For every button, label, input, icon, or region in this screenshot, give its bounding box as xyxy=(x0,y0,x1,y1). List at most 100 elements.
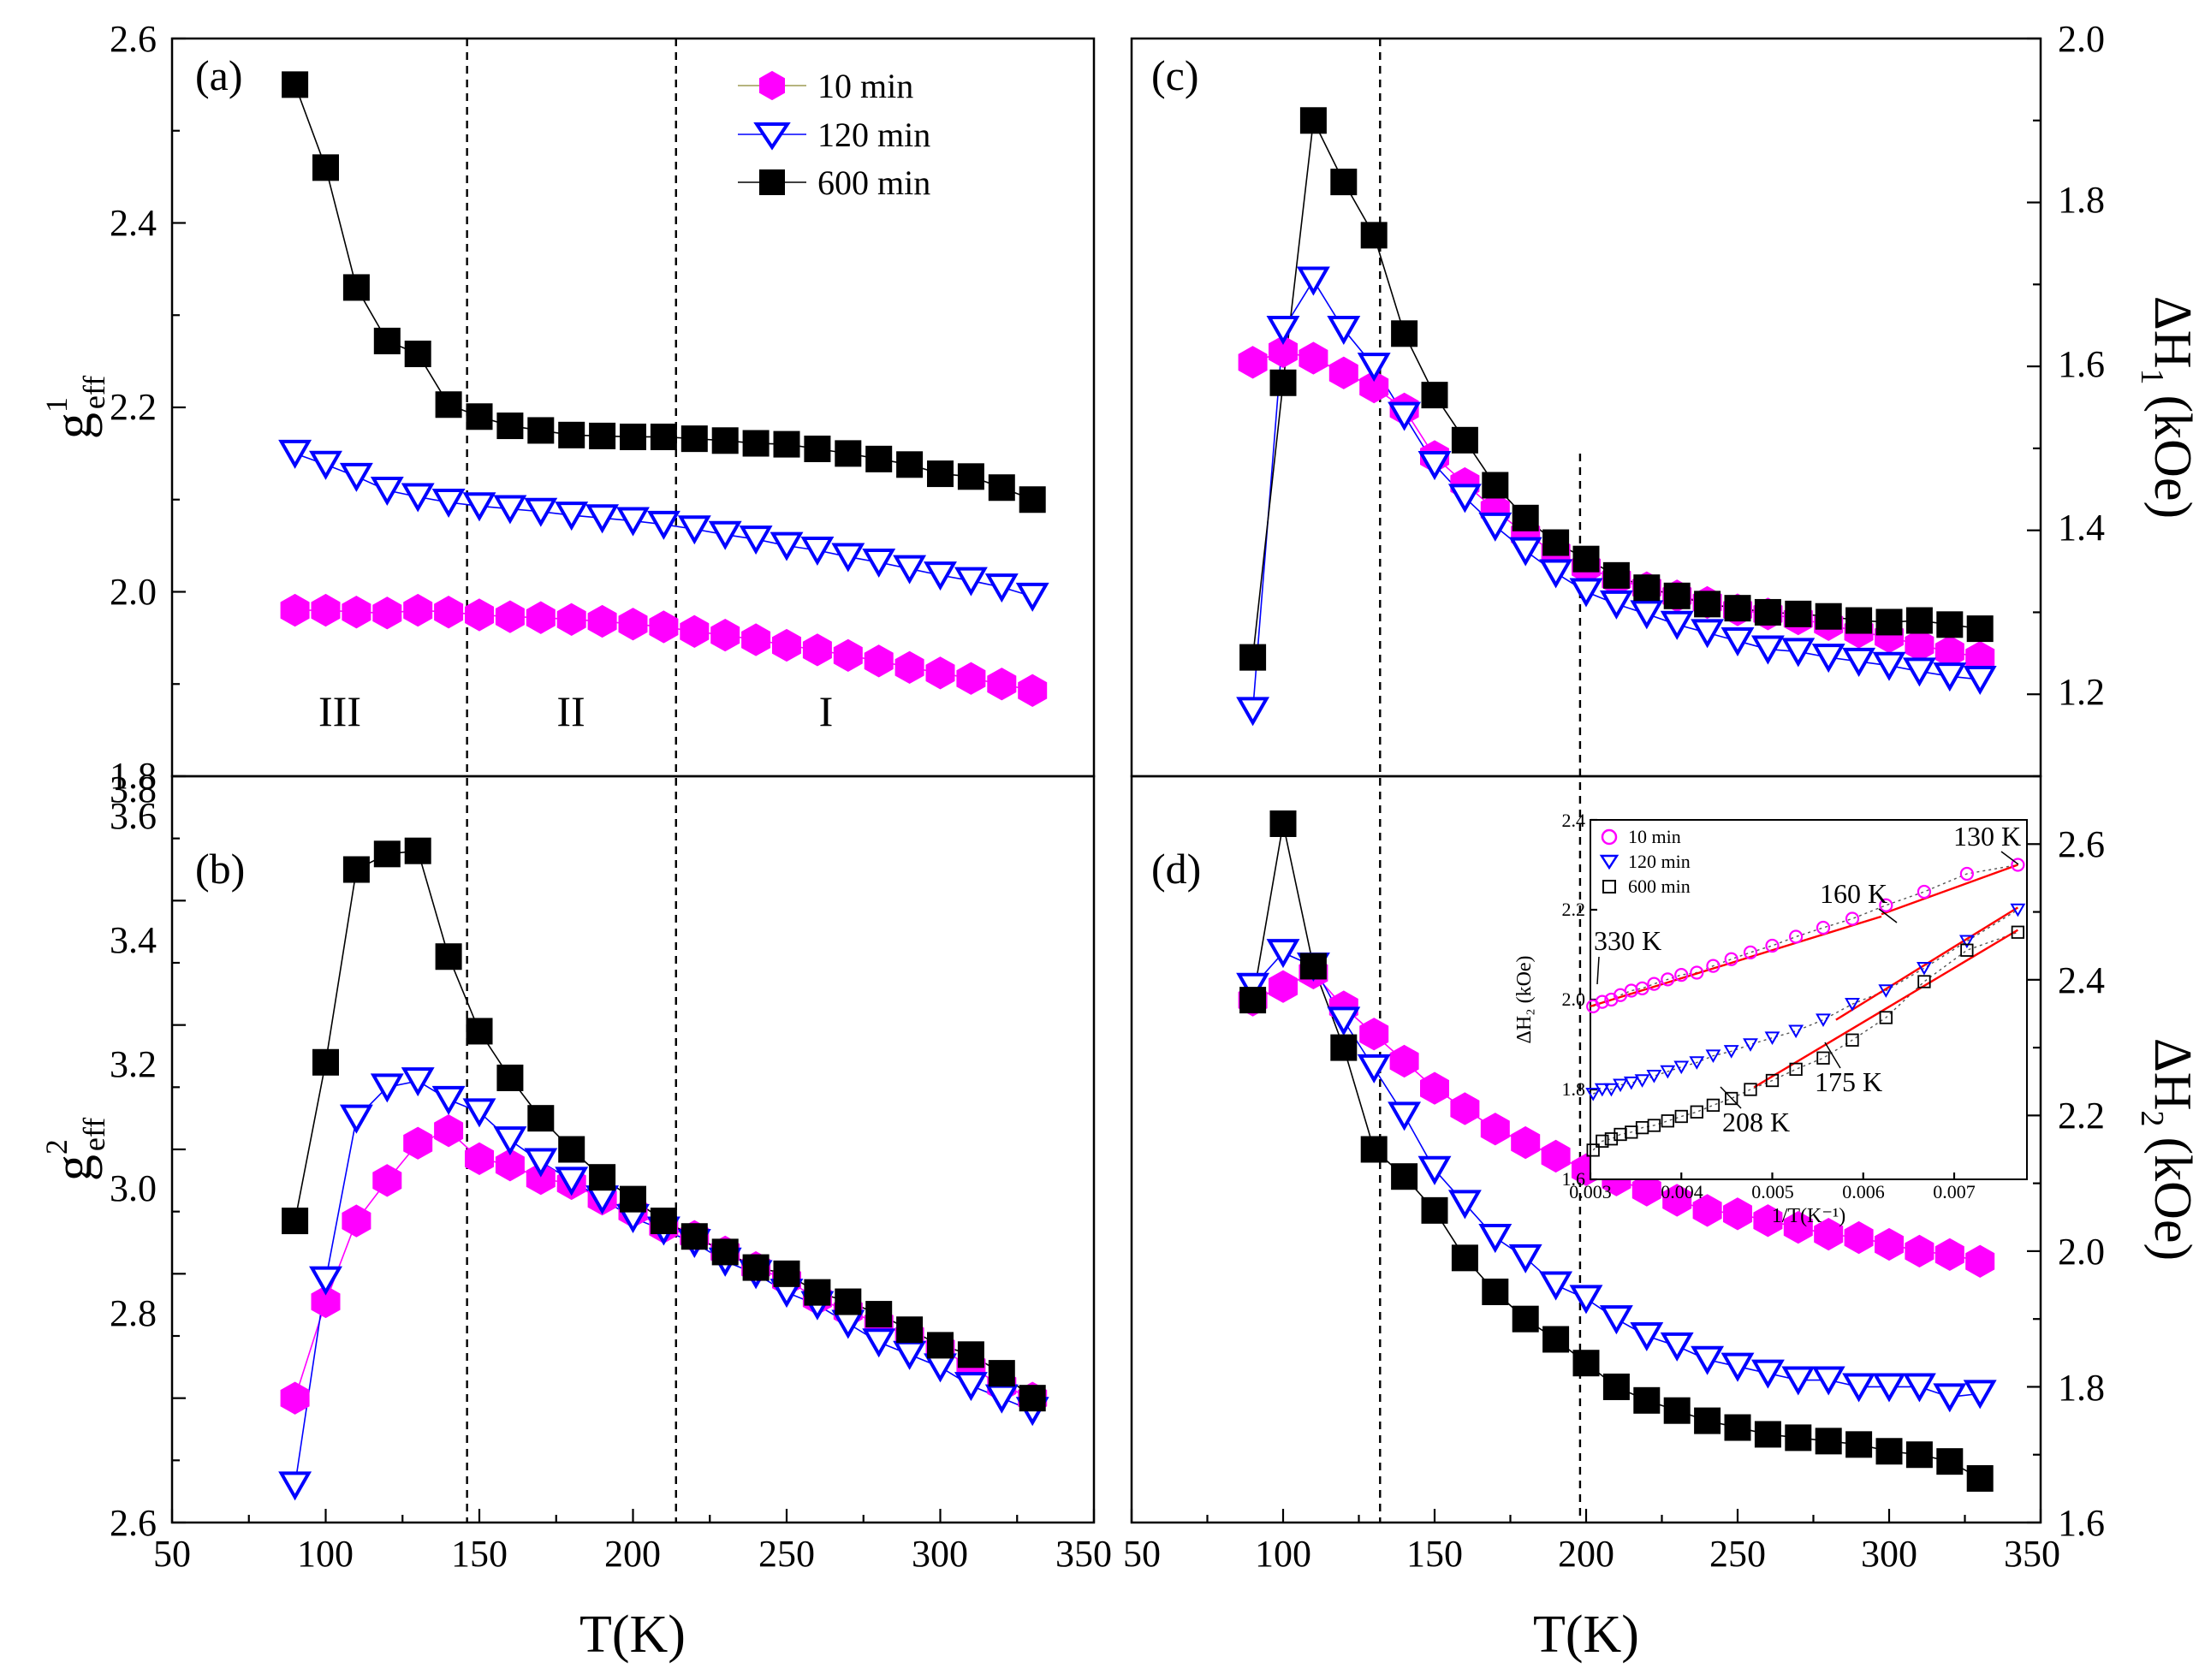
inset-data-point-600min xyxy=(1789,1062,1803,1077)
data-point-d-120min xyxy=(1842,1373,1876,1403)
data-point-d-120min xyxy=(1327,1006,1361,1036)
inset-data-point-600min xyxy=(1744,1083,1757,1096)
inset-data-point-10min xyxy=(1816,920,1831,935)
data-point-c-10min xyxy=(1905,628,1934,662)
inset-data-point-600min xyxy=(1674,1109,1688,1124)
data-point-d-600min xyxy=(1542,1326,1570,1353)
data-point-a-10min xyxy=(342,596,371,629)
ylabel-d-unit: (kOe) xyxy=(2143,1137,2193,1261)
inset-legend-marker-10min xyxy=(1601,828,1618,846)
data-point-d-10min xyxy=(1480,1113,1510,1146)
data-point-b-120min xyxy=(401,1067,435,1097)
data-point-d-600min xyxy=(1694,1407,1721,1434)
ylabel-d-main: ΔH xyxy=(2143,1038,2193,1111)
inset-data-point-10min xyxy=(1706,959,1721,973)
inset-data-point-600min xyxy=(1816,1051,1830,1065)
d-ytick-label: 1.6 xyxy=(2058,1502,2105,1544)
data-point-a-600min xyxy=(804,435,831,462)
data-point-b-600min xyxy=(650,1208,677,1235)
data-point-b-600min xyxy=(865,1301,893,1328)
data-point-d-120min xyxy=(1478,1224,1513,1254)
svg-text:ΔH2(kOe): ΔH2 (kOe) xyxy=(2134,1038,2193,1261)
data-point-b-600min xyxy=(742,1254,770,1281)
data-point-c-600min xyxy=(1269,369,1297,396)
data-point-a-120min xyxy=(708,520,742,550)
data-point-c-120min xyxy=(1902,657,1936,687)
data-point-d-10min xyxy=(1359,1018,1389,1051)
data-point-c-120min xyxy=(1811,644,1845,674)
data-point-a-600min xyxy=(527,417,555,444)
inset-legend-label-10min: 10 min xyxy=(1628,826,1681,847)
series-line-c-120min xyxy=(1251,279,1981,711)
data-point-c-120min xyxy=(1357,353,1391,383)
ylabel-b-main: g xyxy=(45,1155,103,1181)
left-xtick-label: 150 xyxy=(451,1533,508,1575)
inset-annotation-175K-arrow xyxy=(1824,1042,1841,1069)
legend-marker-600min xyxy=(759,169,785,195)
data-point-b-600min xyxy=(373,840,401,868)
data-point-a-10min xyxy=(1018,674,1048,707)
data-point-c-600min xyxy=(1966,615,1994,643)
a-ytick-label: 2.0 xyxy=(110,571,157,613)
data-point-a-120min xyxy=(555,502,589,531)
data-point-b-120min xyxy=(431,1085,466,1115)
data-point-b-10min xyxy=(465,1142,494,1176)
left-xtick-label: 50 xyxy=(153,1533,191,1575)
data-point-b-600min xyxy=(620,1185,646,1213)
inset-annotation-330K-arrow xyxy=(1596,956,1600,985)
data-point-a-10min xyxy=(925,656,955,690)
inset-frame xyxy=(1590,819,2028,1180)
inset-data-point-600min xyxy=(1845,1033,1859,1047)
data-point-d-600min xyxy=(1966,1464,1994,1492)
tick-labels: 1.8 2.0 2.2 2.4 2.6 2.6 2.8 3.0 3.2 3.4 … xyxy=(110,18,2105,1575)
data-point-d-10min xyxy=(1541,1139,1571,1173)
c-ytick-label: 1.6 xyxy=(2058,343,2105,385)
data-point-d-600min xyxy=(1239,987,1267,1014)
data-point-a-120min xyxy=(462,492,496,522)
data-point-b-10min xyxy=(311,1285,341,1319)
inset-data-point-600min xyxy=(1706,1098,1721,1113)
data-point-d-10min xyxy=(1631,1173,1661,1207)
data-point-c-600min xyxy=(1936,611,1964,638)
data-point-b-120min xyxy=(493,1126,527,1156)
data-point-c-600min xyxy=(1421,382,1448,409)
data-point-b-600min xyxy=(527,1105,555,1132)
inset-dotted-line-600min xyxy=(1592,931,2018,1151)
data-point-d-10min xyxy=(1723,1197,1752,1231)
data-point-c-120min xyxy=(1388,401,1422,431)
right-xtick-label: 50 xyxy=(1123,1533,1161,1575)
inset-ytick-label: 1.8 xyxy=(1562,1078,1586,1100)
data-point-b-120min xyxy=(524,1148,558,1178)
data-point-b-10min xyxy=(372,1164,402,1197)
left-xtick-label: 250 xyxy=(758,1533,815,1575)
inset-data-point-600min xyxy=(1917,975,1931,988)
data-point-c-120min xyxy=(1569,578,1603,608)
data-point-d-10min xyxy=(1450,1092,1480,1125)
inset-data-point-10min xyxy=(1845,911,1860,926)
inset-data-point-120min xyxy=(1816,1013,1831,1027)
data-point-c-600min xyxy=(1724,595,1751,622)
data-point-c-120min xyxy=(1691,619,1725,649)
data-point-c-600min xyxy=(1754,598,1781,626)
data-point-d-10min xyxy=(1965,1244,1995,1278)
data-point-b-120min xyxy=(462,1098,496,1128)
inset-xtick-label: 0.007 xyxy=(1933,1181,1976,1202)
data-point-a-10min xyxy=(956,662,986,695)
data-point-d-600min xyxy=(1602,1373,1630,1400)
inset-legend-label-120min: 120 min xyxy=(1628,851,1691,872)
data-point-b-600min xyxy=(896,1316,924,1344)
data-point-a-120min xyxy=(770,531,804,561)
data-point-c-600min xyxy=(1330,169,1358,196)
data-point-d-120min xyxy=(1811,1366,1845,1396)
inset-data-point-10min xyxy=(1743,945,1758,959)
data-point-a-600min xyxy=(957,463,984,490)
a-ytick-label: 2.2 xyxy=(110,386,157,428)
ylabel-a-sup: 1 xyxy=(39,397,74,413)
data-point-d-600min xyxy=(1421,1196,1448,1224)
data-point-d-120min xyxy=(1508,1244,1542,1273)
data-point-a-10min xyxy=(587,604,617,638)
data-point-d-120min xyxy=(1266,939,1300,969)
a-ytick-label: 2.4 xyxy=(110,202,157,244)
